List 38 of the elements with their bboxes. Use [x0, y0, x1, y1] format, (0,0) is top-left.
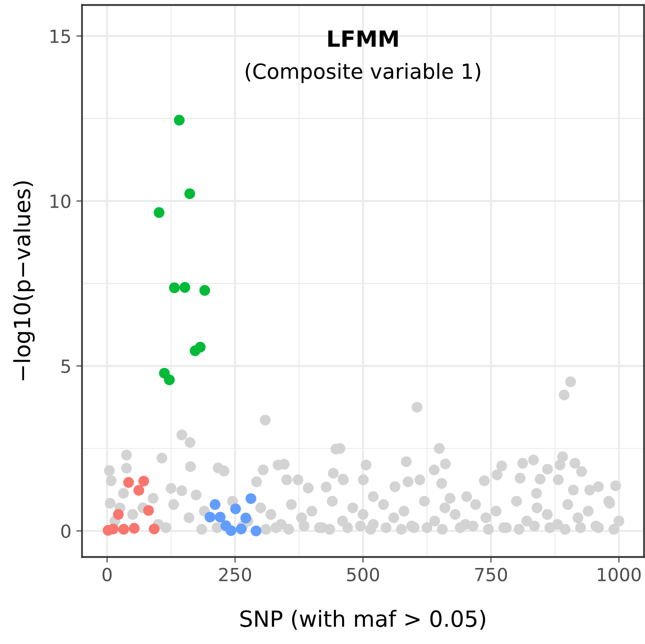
- point: [143, 505, 154, 516]
- x-tick-label: 1000: [598, 568, 641, 582]
- text: LFMM: [328, 30, 398, 47]
- point: [164, 374, 175, 386]
- point: [128, 522, 140, 534]
- point: [246, 493, 256, 504]
- y-tick-label: 5: [61, 360, 70, 374]
- point: [199, 285, 210, 296]
- point: [133, 484, 144, 496]
- y-tick-label: 0: [61, 524, 70, 538]
- point: [118, 524, 130, 535]
- point: [123, 477, 134, 488]
- x-tick-label: 750: [475, 568, 507, 582]
- point: [174, 114, 185, 126]
- x-tick-label: 0: [102, 568, 112, 582]
- y-tick-label: 15: [50, 30, 70, 44]
- point: [230, 503, 241, 514]
- point: [112, 509, 124, 520]
- point: [154, 207, 164, 218]
- text: (Composite variable 1): [246, 62, 480, 84]
- point: [210, 499, 220, 510]
- point: [169, 282, 180, 294]
- x-axis-title: SNP (with maf > 0.05): [240, 610, 486, 630]
- point: [180, 282, 190, 293]
- point: [214, 512, 226, 522]
- point: [184, 188, 196, 200]
- point: [194, 342, 206, 353]
- point: [138, 476, 150, 486]
- point: [250, 526, 262, 536]
- point: [240, 512, 252, 524]
- x-tick-label: 500: [347, 568, 380, 582]
- y-tick-label: 10: [50, 194, 70, 208]
- y-axis-title: −log10(p−values): [13, 181, 35, 380]
- x-tick-label: 250: [219, 568, 252, 582]
- point: [236, 524, 247, 534]
- point: [148, 524, 160, 534]
- point: [226, 525, 236, 536]
- point: [204, 512, 216, 522]
